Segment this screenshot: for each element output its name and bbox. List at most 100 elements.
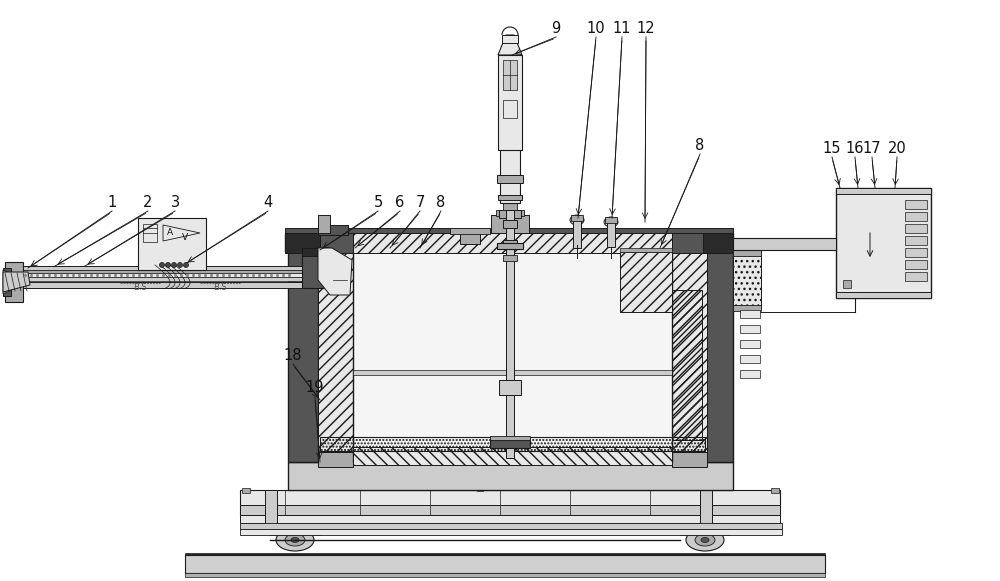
Bar	[497, 175, 523, 183]
Bar	[318, 252, 353, 452]
Bar	[740, 325, 760, 333]
Bar	[270, 510, 320, 535]
Bar	[288, 462, 733, 490]
Bar	[733, 248, 761, 308]
Bar	[672, 233, 705, 253]
Text: 10: 10	[587, 20, 605, 35]
Bar	[672, 452, 707, 467]
Text: 12: 12	[637, 20, 655, 35]
Text: 7: 7	[415, 195, 425, 210]
Bar	[905, 200, 927, 209]
Bar	[477, 483, 483, 491]
Circle shape	[477, 488, 483, 494]
Bar	[733, 305, 761, 311]
Bar	[505, 115, 515, 215]
Bar	[905, 236, 927, 245]
Bar	[450, 228, 490, 234]
Text: 8: 8	[695, 138, 705, 152]
Bar	[836, 292, 931, 298]
Text: 11: 11	[613, 20, 631, 35]
Bar	[498, 195, 522, 200]
Bar	[499, 210, 521, 218]
Circle shape	[172, 263, 176, 267]
Polygon shape	[498, 35, 522, 55]
Bar	[740, 310, 760, 318]
Bar	[733, 238, 836, 250]
Bar	[242, 488, 250, 493]
Bar	[498, 175, 522, 180]
Polygon shape	[3, 270, 12, 294]
Bar	[905, 260, 927, 269]
Text: V: V	[182, 232, 188, 242]
Ellipse shape	[686, 529, 724, 551]
Bar	[265, 490, 277, 525]
Bar	[573, 220, 581, 248]
Bar	[353, 233, 672, 253]
Bar	[18, 266, 320, 274]
Bar	[605, 217, 617, 223]
Bar	[288, 248, 318, 462]
Bar	[285, 233, 320, 253]
Bar	[185, 573, 825, 577]
Bar	[771, 488, 779, 493]
Ellipse shape	[701, 537, 709, 543]
Text: 5: 5	[373, 195, 383, 210]
Text: A: A	[167, 228, 173, 236]
Bar	[240, 529, 782, 535]
Bar	[499, 380, 521, 395]
Bar	[320, 233, 353, 253]
Bar	[607, 222, 615, 247]
Bar	[703, 233, 733, 253]
Bar	[503, 240, 517, 246]
Bar	[672, 252, 707, 452]
Bar	[18, 270, 318, 273]
Bar	[905, 224, 927, 233]
Bar	[490, 436, 530, 440]
Bar	[353, 370, 672, 375]
Bar	[503, 60, 517, 90]
Text: 18: 18	[284, 347, 302, 363]
Bar	[571, 215, 583, 221]
Bar	[491, 215, 529, 233]
Bar	[506, 210, 514, 458]
Polygon shape	[3, 272, 30, 292]
Ellipse shape	[604, 217, 618, 227]
Bar	[460, 232, 480, 244]
Text: B.S: B.S	[133, 282, 147, 292]
Bar	[740, 370, 760, 378]
Polygon shape	[502, 35, 518, 43]
Bar	[320, 437, 705, 451]
Bar	[503, 202, 517, 210]
Ellipse shape	[285, 534, 305, 546]
Bar	[18, 273, 318, 277]
Bar	[740, 355, 760, 363]
Ellipse shape	[695, 534, 715, 546]
Bar	[672, 290, 702, 440]
Circle shape	[178, 263, 182, 267]
Bar	[905, 272, 927, 281]
Bar	[302, 248, 324, 288]
Bar	[490, 440, 530, 448]
Bar	[740, 340, 760, 348]
Ellipse shape	[570, 215, 584, 225]
Bar	[3, 268, 11, 296]
Bar	[240, 523, 782, 529]
Bar	[503, 220, 517, 228]
Bar	[498, 145, 522, 150]
Bar	[318, 225, 348, 235]
Text: 19: 19	[306, 381, 324, 396]
Bar	[703, 248, 733, 462]
Bar	[185, 555, 825, 573]
Circle shape	[184, 263, 188, 267]
Bar	[5, 262, 23, 302]
Bar	[500, 145, 520, 203]
Text: 16: 16	[846, 141, 864, 156]
Text: 20: 20	[888, 141, 906, 156]
Bar	[680, 510, 730, 535]
Text: 4: 4	[263, 195, 273, 210]
Bar	[285, 228, 733, 233]
Bar	[285, 233, 733, 251]
Text: 9: 9	[551, 20, 561, 35]
Bar	[318, 452, 353, 467]
Bar	[836, 188, 931, 194]
